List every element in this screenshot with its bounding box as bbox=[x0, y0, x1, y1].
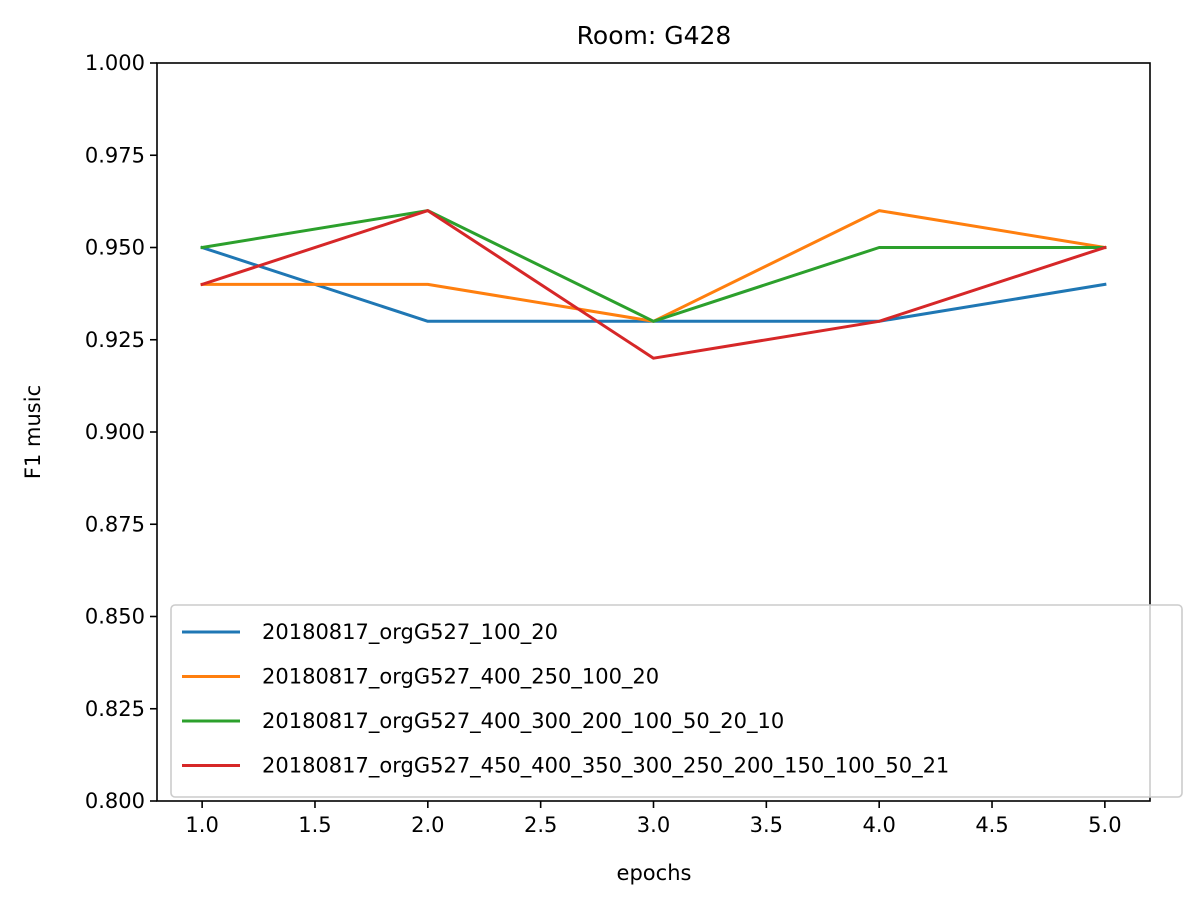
x-tick-label: 2.5 bbox=[524, 813, 557, 837]
legend-box bbox=[170, 604, 1183, 798]
y-tick-label: 0.925 bbox=[85, 328, 145, 352]
y-axis-label: F1 music bbox=[21, 385, 45, 479]
legend-label-1: 20180817_orgG527_100_20 bbox=[262, 620, 558, 645]
legend-label-4: 20180817_orgG527_450_400_350_300_250_200… bbox=[262, 754, 949, 779]
chart-title: Room: G428 bbox=[577, 21, 732, 50]
y-tick-label: 0.850 bbox=[85, 605, 145, 629]
x-tick-label: 1.0 bbox=[185, 813, 218, 837]
x-tick-label: 4.0 bbox=[862, 813, 895, 837]
x-tick-label: 2.0 bbox=[411, 813, 444, 837]
series-line-3 bbox=[200, 209, 1107, 323]
legend: 20180817_orgG527_100_20 20180817_orgG527_… bbox=[170, 604, 1183, 798]
x-tick-label: 4.5 bbox=[975, 813, 1008, 837]
y-tick-label: 0.900 bbox=[85, 420, 145, 444]
x-axis-label: epochs bbox=[617, 861, 692, 885]
series-line-4 bbox=[200, 209, 1107, 360]
y-tick-label: 0.800 bbox=[85, 789, 145, 813]
series-line-2 bbox=[200, 209, 1107, 323]
y-tick-label: 0.975 bbox=[85, 143, 145, 167]
x-tick-label: 3.0 bbox=[637, 813, 670, 837]
legend-label-3: 20180817_orgG527_400_300_200_100_50_20_1… bbox=[262, 709, 784, 734]
x-tick-label: 3.5 bbox=[750, 813, 783, 837]
y-tick-label: 0.950 bbox=[85, 236, 145, 260]
y-tick-label: 0.825 bbox=[85, 697, 145, 721]
x-tick-label: 5.0 bbox=[1088, 813, 1121, 837]
x-tick-label: 1.5 bbox=[298, 813, 331, 837]
y-tick-label: 1.000 bbox=[85, 51, 145, 75]
legend-label-2: 20180817_orgG527_400_250_100_20 bbox=[262, 665, 659, 690]
plot-area: 1.0 1.5 2.0 2.5 3.0 3.5 4.0 4.5 5.0 0.800 0.825 0.8… bbox=[85, 51, 1151, 837]
y-tick-label: 0.875 bbox=[85, 512, 145, 536]
